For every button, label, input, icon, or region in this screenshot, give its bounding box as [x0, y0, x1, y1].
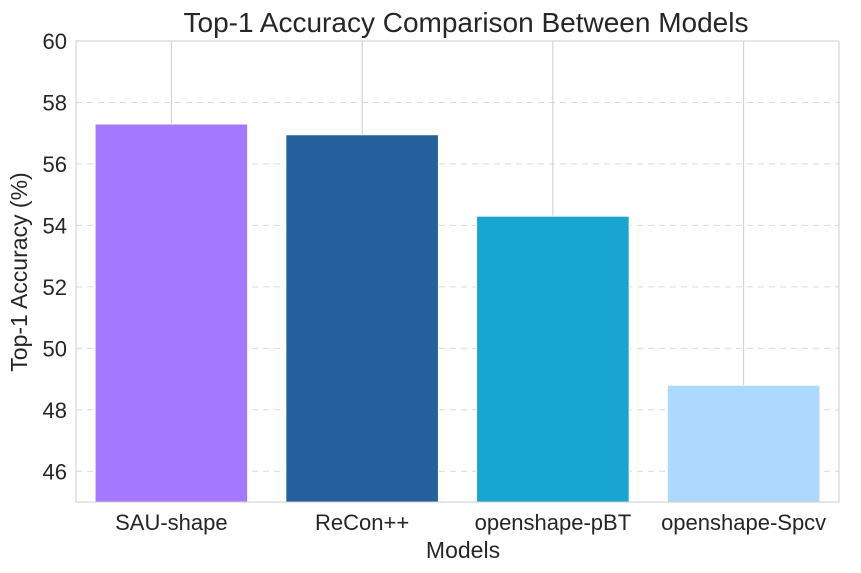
y-tick-label: 46 — [43, 459, 67, 484]
y-tick-label: 48 — [43, 398, 67, 423]
y-tick-labels: 46 48 50 52 54 56 58 60 — [43, 29, 67, 484]
x-tick-labels: SAU-shape ReCon++ openshape-pBT openshape-S… — [115, 510, 826, 535]
y-tick-label: 56 — [43, 152, 67, 177]
bar-recon — [285, 134, 439, 503]
bar-openshape-pbt — [476, 215, 630, 503]
x-tick-label: ReCon++ — [315, 510, 409, 535]
bar-sau-shape — [94, 123, 249, 503]
x-tick-label: SAU-shape — [115, 510, 228, 535]
y-axis-label: Top-1 Accuracy (%) — [6, 172, 32, 371]
bars — [94, 123, 821, 503]
y-tick-label: 58 — [43, 90, 67, 115]
x-tick-label: openshape-Spcv — [661, 510, 826, 535]
x-axis-label: Models — [426, 537, 500, 563]
y-tick-label: 52 — [43, 275, 67, 300]
chart-title: Top-1 Accuracy Comparison Between Models — [184, 7, 749, 38]
y-tick-label: 60 — [43, 29, 67, 54]
x-tick-label: openshape-pBT — [475, 510, 632, 535]
bar-openshape-spcv — [666, 384, 821, 503]
y-tick-label: 54 — [43, 213, 67, 238]
y-tick-label: 50 — [43, 336, 67, 361]
plot-frame — [75, 40, 840, 503]
